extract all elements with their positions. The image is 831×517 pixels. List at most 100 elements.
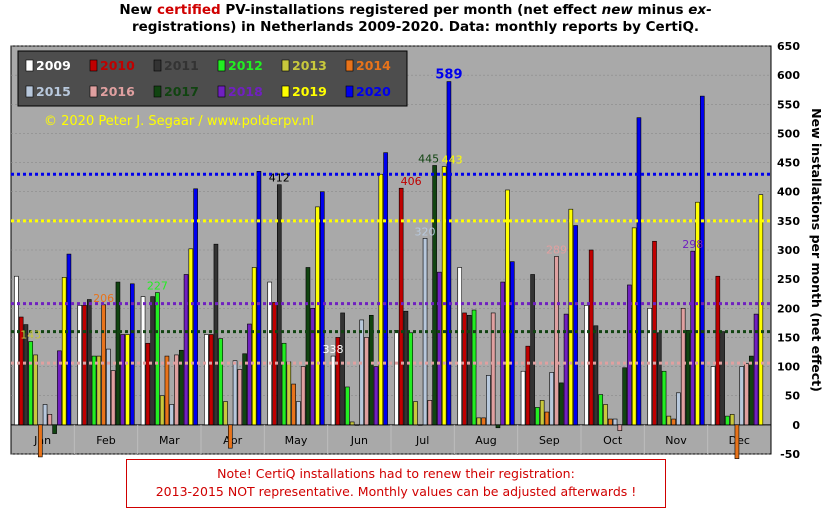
x-tick-label: Dec <box>729 434 750 447</box>
x-tick-label: Mar <box>159 434 180 447</box>
data-label: 406 <box>401 175 422 188</box>
bar-2018-Nov <box>690 250 696 426</box>
legend-label-2012: 2012 <box>228 58 263 73</box>
legend-swatch-2014 <box>345 59 354 72</box>
y-tick-label: 0 <box>792 419 800 432</box>
bar-2011-Oct <box>593 325 599 426</box>
x-tick-label: Apr <box>223 434 243 447</box>
title-part1: New <box>119 2 157 18</box>
title-part3: PV-installations registered per month (n… <box>220 2 602 18</box>
bar-2020-Sep <box>573 225 578 426</box>
bar-2009-Mar <box>140 296 146 426</box>
bar-2020-Feb <box>129 283 135 426</box>
note-line2: 2013-2015 NOT representative. Monthly va… <box>155 484 637 499</box>
title-new: new <box>601 2 633 18</box>
y-tick-label: 300 <box>777 244 800 257</box>
y-tick-label: 200 <box>777 302 800 315</box>
bar-2017-Aug <box>495 424 501 429</box>
bar-2012-Dec <box>725 415 730 426</box>
y-tick-label: 550 <box>777 98 800 111</box>
bar-2010-Sep <box>525 345 531 426</box>
bar-2017-May <box>305 267 311 426</box>
legend-swatch-2013 <box>281 59 290 72</box>
bar-2010-Apr <box>208 334 214 426</box>
bar-2018-Jun <box>373 366 379 426</box>
legend-box <box>17 50 408 107</box>
x-tick-label: Jun <box>350 434 368 447</box>
x-tick-label: Feb <box>96 434 115 447</box>
bar-2014-Dec <box>734 424 740 459</box>
bar-2014-May <box>291 383 296 426</box>
bar-2012-Oct <box>598 394 604 426</box>
bar-2009-Sep <box>520 370 526 426</box>
bar-2014-Apr <box>227 424 233 449</box>
bar-2020-Mar <box>193 188 198 426</box>
bar-2010-Aug <box>462 312 467 426</box>
bar-2018-Oct <box>627 284 632 426</box>
bar-2014-Jan <box>37 424 43 458</box>
bar-2013-Jan <box>33 354 38 426</box>
y-tick-label: 50 <box>785 390 801 403</box>
x-tick-label: Sep <box>539 434 560 447</box>
legend-label-2020: 2020 <box>356 84 391 99</box>
bar-2012-Jun <box>345 386 350 426</box>
bar-2010-Mar <box>145 342 151 426</box>
x-tick-label: Aug <box>475 434 496 447</box>
bar-2009-Apr <box>204 334 209 426</box>
bar-2020-Jul <box>446 81 452 426</box>
bar-2009-Dec <box>710 366 716 426</box>
bar-2011-Jul <box>403 310 409 426</box>
legend-label-2019: 2019 <box>292 84 327 99</box>
bar-2015-May <box>296 401 301 426</box>
bar-2016-Jan <box>47 414 53 426</box>
bar-2017-Jan <box>52 424 57 434</box>
bar-2020-May <box>319 191 325 426</box>
bar-2017-Jul <box>432 165 437 426</box>
bar-2012-Feb <box>91 355 97 426</box>
bar-2010-Dec <box>715 275 721 426</box>
bar-2016-May <box>300 366 306 426</box>
bar-2013-May <box>286 361 292 426</box>
bar-2015-Apr <box>232 360 238 426</box>
bar-2018-Mar <box>183 274 189 426</box>
bar-2012-May <box>281 342 287 426</box>
bar-2009-Oct <box>584 305 589 426</box>
data-label: 443 <box>442 154 463 167</box>
bar-2013-Apr <box>223 401 228 426</box>
data-label: 338 <box>323 343 344 356</box>
bar-2011-Jun <box>340 312 345 426</box>
bar-2020-Jan <box>66 253 72 426</box>
bar-2014-Oct <box>607 418 613 426</box>
legend-swatch-2016 <box>89 85 98 98</box>
y-tick-label: 600 <box>777 69 800 82</box>
data-label: 206 <box>93 292 114 305</box>
bar-2014-Sep <box>544 411 550 426</box>
bar-2020-Aug <box>509 261 515 426</box>
title-part5: minus <box>632 2 689 18</box>
bar-2012-Apr <box>218 338 224 426</box>
bar-2013-Mar <box>159 395 165 426</box>
bar-2016-Sep <box>554 256 559 426</box>
y-tick-label: 100 <box>777 361 800 374</box>
bar-2011-Sep <box>530 274 535 426</box>
legend-swatch-2019 <box>281 85 290 98</box>
legend-label-2013: 2013 <box>292 58 327 73</box>
bar-2018-Feb <box>120 334 126 426</box>
bar-2014-Mar <box>164 355 170 426</box>
bar-2015-Mar <box>169 404 175 426</box>
bar-2013-Feb <box>96 355 102 426</box>
bar-2011-Mar <box>150 296 155 426</box>
note-box: Note! CertiQ installations had to renew … <box>126 459 666 508</box>
bar-2009-Aug <box>457 267 463 426</box>
chart-title: New certified PV-installations registere… <box>0 2 831 36</box>
bar-2016-Jun <box>364 337 369 426</box>
bar-2013-Aug <box>476 417 482 426</box>
bar-2017-Apr <box>242 353 247 426</box>
y-tick-label: 250 <box>777 273 800 286</box>
bar-2016-Feb <box>110 370 116 426</box>
legend-swatch-2011 <box>153 59 162 72</box>
copyright-text: © 2020 Peter J. Segaar / www.polderpv.nl <box>44 114 314 129</box>
bar-2016-Apr <box>237 369 243 426</box>
legend-swatch-2020 <box>345 85 354 98</box>
bar-2016-Nov <box>680 307 686 426</box>
